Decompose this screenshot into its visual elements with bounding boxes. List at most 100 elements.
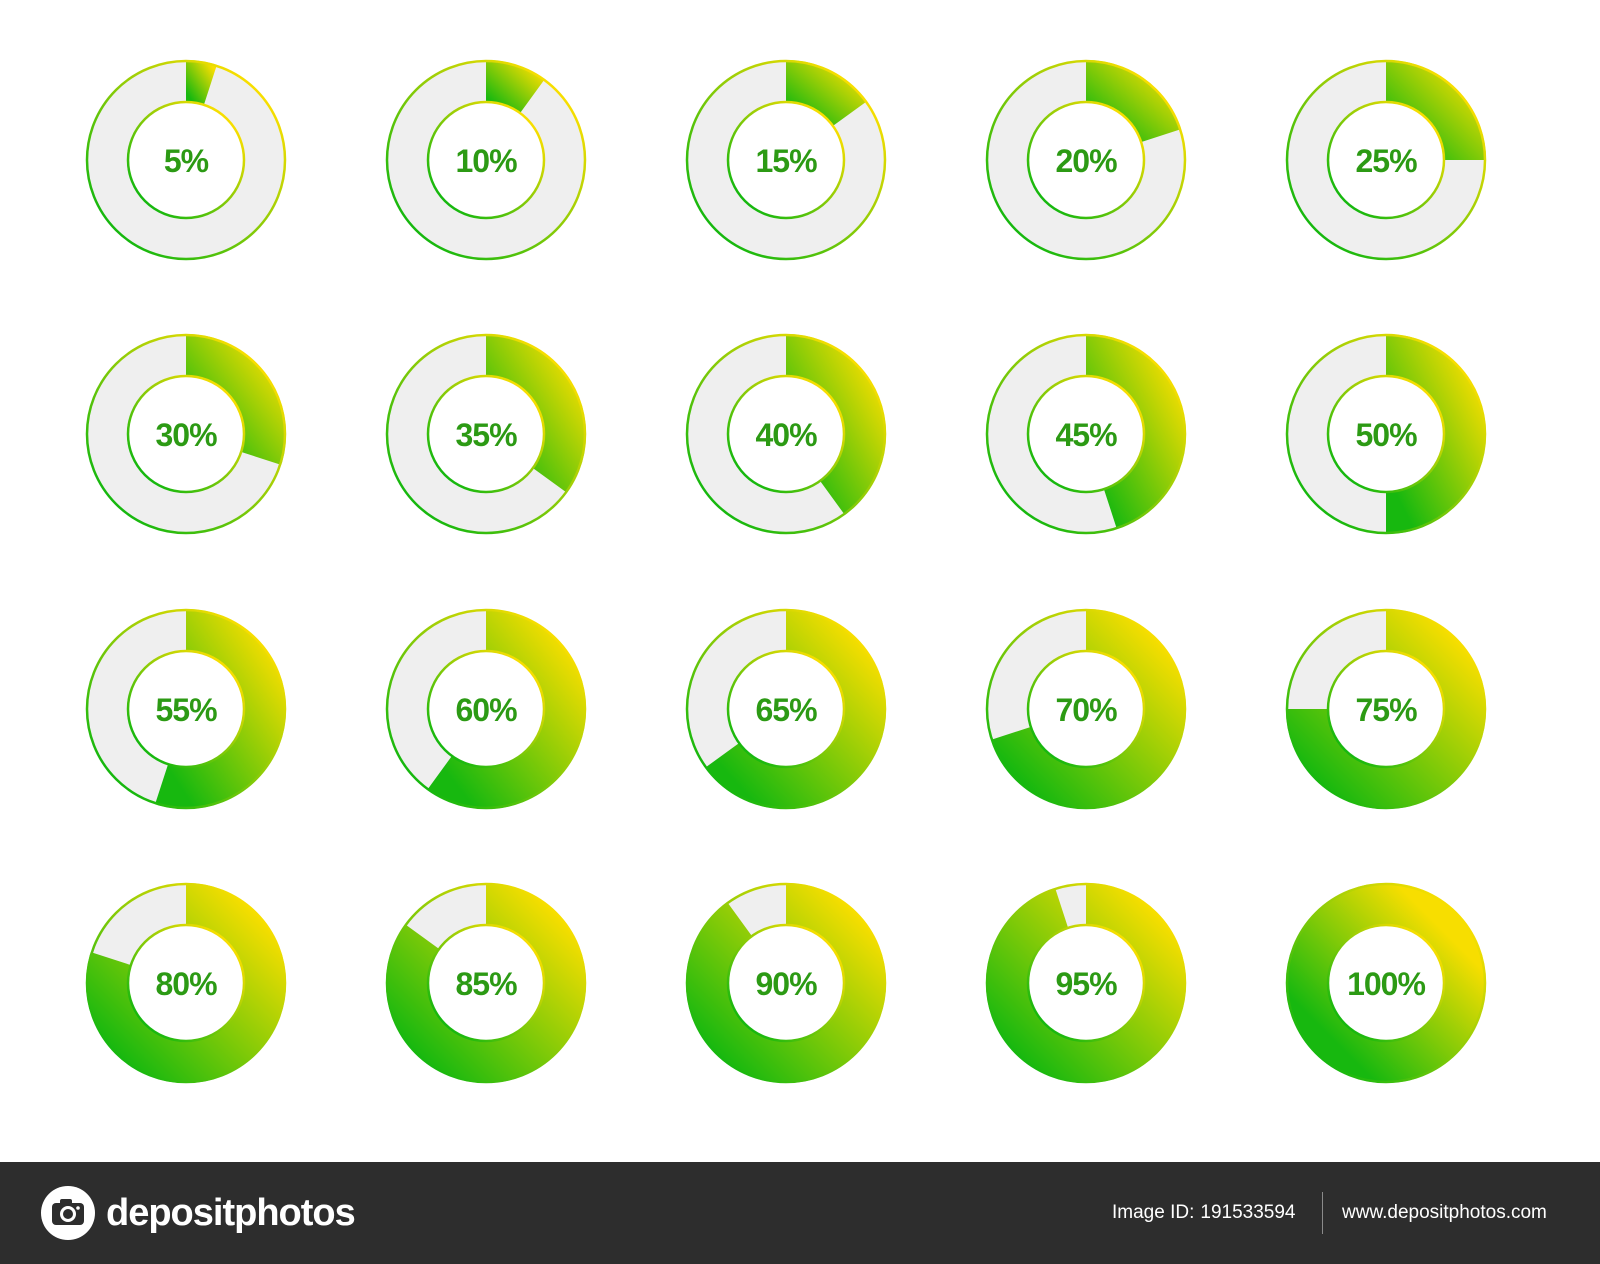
- donut-label: 95%: [1055, 966, 1117, 1002]
- donut-label: 50%: [1355, 417, 1417, 453]
- donut-label: 15%: [755, 143, 817, 179]
- donut-fill: [186, 60, 217, 106]
- donut-outer-ring: [385, 333, 587, 535]
- donut-fill: [1286, 883, 1486, 1083]
- donut-label: 70%: [1055, 692, 1117, 728]
- donut-label: 35%: [455, 417, 517, 453]
- donut-outer-ring: [685, 608, 887, 810]
- donut-fill: [86, 883, 286, 1083]
- donut-label: 10%: [455, 143, 517, 179]
- progress-donut: 65%: [685, 608, 887, 810]
- progress-donut: 20%: [985, 59, 1187, 261]
- donut-outer-ring: [985, 59, 1187, 261]
- progress-donut: 90%: [685, 882, 887, 1084]
- donut-inner-ring: [1326, 100, 1446, 220]
- donut-inner-ring: [1026, 100, 1146, 220]
- progress-donut: 100%: [1285, 882, 1487, 1084]
- donut-fill: [486, 60, 545, 114]
- progress-donut: 50%: [1285, 333, 1487, 535]
- donut-inner-ring: [726, 374, 846, 494]
- donut-inner-ring: [1326, 649, 1446, 769]
- donut-inner-ring: [126, 100, 246, 220]
- donut-inner-ring: [426, 649, 546, 769]
- donut-outer-ring: [685, 333, 887, 535]
- progress-donut: 70%: [985, 608, 1187, 810]
- donut-label: 85%: [455, 966, 517, 1002]
- donut-inner-ring: [1326, 923, 1446, 1043]
- donut-label: 40%: [755, 417, 817, 453]
- progress-donut: 25%: [1285, 59, 1487, 261]
- donut-label: 45%: [1055, 417, 1117, 453]
- donut-outer-ring: [385, 882, 587, 1084]
- donut-inner-ring: [126, 374, 246, 494]
- donut-fill: [990, 609, 1187, 809]
- image-id-label: Image ID:: [1112, 1202, 1195, 1223]
- donut-outer-ring: [85, 608, 287, 810]
- donut-outer-ring: [1285, 608, 1487, 810]
- donut-fill: [155, 609, 286, 809]
- donut-label: 5%: [164, 143, 209, 179]
- donut-outer-ring: [985, 333, 1187, 535]
- donut-inner-ring: [726, 923, 846, 1043]
- donut-fill: [486, 333, 586, 493]
- brand-logo-lockup[interactable]: depositphotos: [40, 1184, 356, 1242]
- progress-donut: 45%: [985, 333, 1187, 535]
- donut-inner-ring: [126, 649, 246, 769]
- donut-outer-ring: [385, 608, 587, 810]
- donut-label: 20%: [1055, 143, 1117, 179]
- donut-grid: 5% 10% 15% 20% 25% 30% 35% 40% 45% 50% 55% 60% 65% 70…: [85, 59, 1487, 1084]
- brand-name: depositphotos: [106, 1192, 356, 1234]
- donut-fill: [1286, 609, 1486, 809]
- progress-donut: 75%: [1285, 608, 1487, 810]
- donut-fill: [786, 60, 867, 127]
- donut-inner-ring: [726, 100, 846, 220]
- donut-inner-ring: [1026, 374, 1146, 494]
- progress-donut: 5%: [85, 59, 287, 261]
- donut-inner-ring: [726, 649, 846, 769]
- progress-donut: 40%: [685, 333, 887, 535]
- footer-divider: [1322, 1192, 1323, 1234]
- donut-outer-ring: [685, 882, 887, 1084]
- donut-label: 60%: [455, 692, 517, 728]
- progress-donut: 80%: [85, 882, 287, 1084]
- donut-label: 65%: [755, 692, 817, 728]
- donut-label: 100%: [1347, 966, 1425, 1002]
- donut-fill: [186, 334, 286, 465]
- image-id: Image ID: 191533594: [1112, 1194, 1295, 1232]
- progress-donut: 30%: [85, 333, 287, 535]
- progress-donut: 95%: [985, 882, 1187, 1084]
- donut-fill: [1086, 334, 1186, 530]
- donut-inner-ring: [1026, 649, 1146, 769]
- donut-label: 75%: [1355, 692, 1417, 728]
- image-id-value: 191533594: [1200, 1202, 1296, 1223]
- donut-fill: [1386, 60, 1486, 160]
- progress-donut: 85%: [385, 882, 587, 1084]
- donut-outer-ring: [385, 59, 587, 261]
- donut-fill: [705, 609, 886, 809]
- donut-outer-ring: [85, 59, 287, 261]
- donut-inner-ring: [126, 923, 246, 1043]
- donut-outer-ring: [1285, 333, 1487, 535]
- progress-donut: 35%: [385, 333, 587, 535]
- donut-fill: [1086, 60, 1182, 143]
- donut-outer-ring: [985, 608, 1187, 810]
- progress-donut: 10%: [385, 59, 587, 261]
- donut-fill: [786, 334, 886, 515]
- site-url-link[interactable]: www.depositphotos.com: [1342, 1202, 1547, 1223]
- donut-outer-ring: [1285, 59, 1487, 261]
- progress-donut: 55%: [85, 608, 287, 810]
- donut-fill: [685, 883, 886, 1083]
- donut-inner-ring: [1326, 374, 1446, 494]
- donut-inner-ring: [426, 923, 546, 1043]
- donut-label: 25%: [1355, 143, 1417, 179]
- donut-label: 90%: [755, 966, 817, 1002]
- progress-donut: 60%: [385, 608, 587, 810]
- donut-fill: [427, 609, 586, 809]
- donut-outer-ring: [985, 882, 1187, 1084]
- footer-bar: depositphotos Image ID: 191533594 www.de…: [0, 1162, 1600, 1264]
- donut-inner-ring: [426, 374, 546, 494]
- donut-outer-ring: [85, 333, 287, 535]
- donut-label: 80%: [155, 966, 217, 1002]
- donut-outer-ring: [85, 882, 287, 1084]
